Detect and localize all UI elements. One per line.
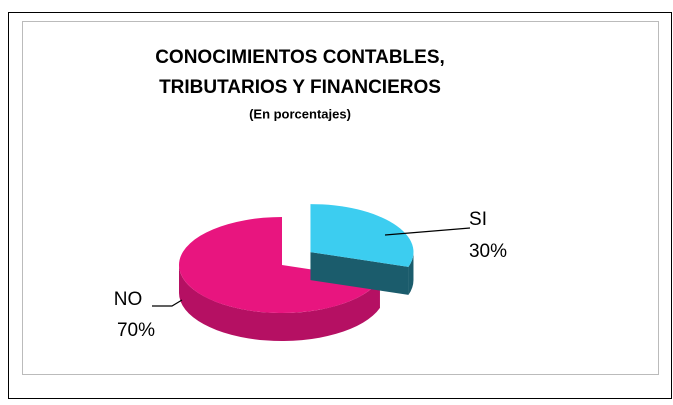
- data-label: 70%: [117, 320, 155, 341]
- data-label: 30%: [469, 241, 507, 262]
- pie-slice: [310, 204, 414, 267]
- category-label: SI: [469, 209, 487, 230]
- chart-subtitle: (En porcentajes): [249, 106, 351, 121]
- leader-line: [384, 227, 471, 236]
- leader-line: [152, 299, 183, 307]
- frame: [8, 12, 672, 399]
- pie-slice-side: [408, 252, 414, 295]
- chart-title: CONOCIMIENTOS CONTABLES,: [155, 47, 445, 68]
- chart-title: TRIBUTARIOS Y FINANCIEROS: [159, 77, 441, 98]
- pie-slice-side: [178, 265, 380, 342]
- category-label: NO: [114, 289, 143, 310]
- pie-slice-side: [310, 252, 409, 295]
- plot-area: [22, 21, 659, 375]
- pie-slice: [179, 217, 380, 313]
